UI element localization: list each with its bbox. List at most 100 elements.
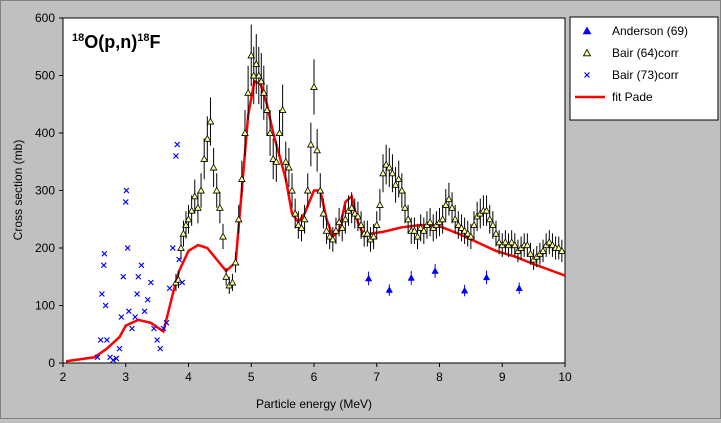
bair64-point <box>495 238 503 246</box>
bair73-point <box>147 279 154 286</box>
bair64-point <box>492 229 500 237</box>
bair64-point <box>470 220 478 228</box>
bair73-point <box>166 285 173 292</box>
bair64-point <box>247 51 256 59</box>
bair64-point <box>328 235 337 243</box>
bair64-point <box>438 215 447 223</box>
x-tick-label: 8 <box>436 370 443 384</box>
bair64-point <box>252 59 261 67</box>
bair64-point <box>416 223 425 231</box>
bair64-point <box>463 229 472 237</box>
bair73-point <box>102 302 109 309</box>
bair73-point <box>120 273 127 280</box>
x-tick-label: 9 <box>499 370 506 384</box>
bair64-point <box>231 258 240 266</box>
y-tick-label: 200 <box>35 241 55 255</box>
bair73-point <box>174 141 181 148</box>
bair64-point <box>523 241 532 249</box>
x-tick-label: 5 <box>248 370 255 384</box>
bair73-point <box>122 199 129 205</box>
anderson-point <box>460 286 469 294</box>
bair64-point <box>297 223 306 231</box>
x-tick-label: 2 <box>60 370 67 384</box>
anderson-point <box>515 284 523 292</box>
bair73-point <box>141 308 148 315</box>
bair64-point <box>488 220 497 228</box>
bair73-point <box>163 319 170 326</box>
bair64-point <box>548 241 557 249</box>
bair64-point <box>179 229 188 237</box>
bair64-point <box>382 160 391 168</box>
legend-label: Bair (73)corr <box>612 68 679 82</box>
bair64-point <box>419 226 428 234</box>
bair73-point <box>135 273 142 280</box>
bair64-point <box>526 249 535 257</box>
bair64-point <box>557 246 565 254</box>
bair64-point <box>460 226 469 234</box>
bair64-point <box>335 218 343 226</box>
legend-label: fit Pade <box>612 90 653 104</box>
y-axis-label: Cross section (mb) <box>11 140 25 241</box>
bair64-point <box>376 200 384 208</box>
bair64-point <box>187 206 196 214</box>
x-tick-label: 3 <box>122 370 129 384</box>
bair64-point <box>441 200 450 208</box>
bair64-point <box>372 220 381 228</box>
bair64-point <box>272 157 281 165</box>
bair64-point <box>206 117 215 125</box>
bair64-point <box>369 232 378 240</box>
bair73-point <box>144 296 151 303</box>
legend-label: Bair (64)corr <box>612 46 679 60</box>
y-tick-label: 100 <box>35 299 55 313</box>
legend-label: Anderson (69) <box>612 24 688 38</box>
plot-label-post: F <box>149 32 160 52</box>
bair73-point <box>110 357 117 363</box>
anderson-point <box>431 267 439 274</box>
bair64-point <box>303 186 312 194</box>
bair64-point <box>203 134 212 142</box>
bair64-point <box>319 209 328 217</box>
bair64-point <box>554 243 563 251</box>
bair64-point <box>244 88 252 96</box>
bair64-point <box>341 215 350 223</box>
legend-marker-anderson <box>582 26 592 35</box>
bair73-point <box>154 337 161 343</box>
bair73-point <box>113 355 120 362</box>
bair64-point <box>275 128 284 136</box>
bair64-point <box>263 105 271 113</box>
bair73-point <box>160 325 167 332</box>
bair64-point <box>222 272 231 280</box>
bair64-point <box>354 212 362 220</box>
bair73-point <box>138 262 145 269</box>
bair73-point <box>98 291 105 297</box>
data-layer <box>65 24 565 363</box>
y-tick-label: 500 <box>35 69 55 83</box>
bair64-point <box>388 169 397 177</box>
bair64-point <box>397 186 406 194</box>
bair64-point <box>182 220 190 228</box>
bair64-point <box>347 203 356 211</box>
bair64-point <box>177 243 185 251</box>
y-tick-label: 400 <box>35 126 55 140</box>
plot-label-pre-sup: 18 <box>72 32 84 44</box>
bair64-point <box>501 238 510 246</box>
x-tick-label: 6 <box>311 370 318 384</box>
bair64-point <box>313 146 322 154</box>
x-tick-label: 7 <box>373 370 380 384</box>
legend-marker-bair64 <box>582 48 592 57</box>
bair64-point <box>234 215 243 223</box>
bair64-point <box>363 229 372 237</box>
bair73-point <box>129 325 135 332</box>
bair64-point <box>451 215 460 223</box>
bair64-point <box>325 232 334 240</box>
bair64-point <box>448 203 456 211</box>
legend-marker-bair73 <box>584 72 590 78</box>
anderson-point <box>482 273 491 281</box>
bair73-point <box>100 262 107 269</box>
bair64-point <box>200 154 209 162</box>
bair73-point <box>151 325 157 332</box>
bair64-point <box>426 218 434 226</box>
bair64-point <box>310 82 318 90</box>
bair64-point <box>510 241 519 249</box>
